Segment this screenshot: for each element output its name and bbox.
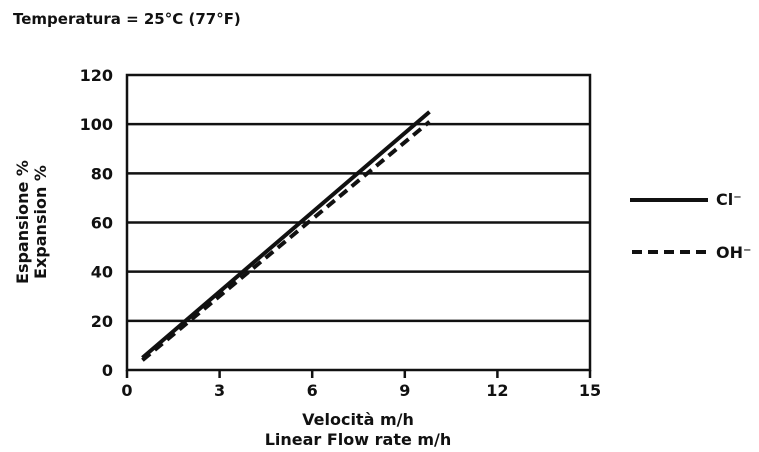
- x-tick-label-6: 6: [307, 381, 318, 400]
- y-axis-label-en: Expansion %: [31, 165, 50, 279]
- x-axis-label-it: Velocità m/h: [302, 410, 414, 429]
- y-tick-label-20: 20: [91, 312, 113, 331]
- y-tick-label-120: 120: [80, 66, 113, 85]
- x-tick-label-9: 9: [399, 381, 410, 400]
- legend-label-cl: Cl⁻: [716, 190, 742, 209]
- y-tick-label-80: 80: [91, 164, 113, 183]
- plot-area: 0 3 6 9 12 15 0 20 40 60 80 100 120: [80, 66, 602, 400]
- y-tick-label-100: 100: [80, 115, 113, 134]
- series-line-cl: [141, 110, 431, 360]
- y-tick-label-60: 60: [91, 214, 113, 233]
- x-axis-label-en: Linear Flow rate m/h: [265, 430, 452, 449]
- plot-frame: [125, 73, 592, 372]
- legend-label-oh: OH⁻: [716, 243, 751, 262]
- x-tick-label-15: 15: [579, 381, 601, 400]
- x-tick-label-0: 0: [121, 381, 132, 400]
- x-tick-label-12: 12: [486, 381, 508, 400]
- series-line-oh: [141, 120, 431, 362]
- y-tick-label-40: 40: [91, 263, 113, 282]
- legend: Cl⁻ OH⁻: [630, 190, 751, 262]
- chart-title: Temperatura = 25°C (77°F): [13, 10, 241, 28]
- x-tick-label-3: 3: [214, 381, 225, 400]
- y-axis-label-it: Espansione %: [13, 160, 32, 284]
- y-tick-label-0: 0: [102, 361, 113, 380]
